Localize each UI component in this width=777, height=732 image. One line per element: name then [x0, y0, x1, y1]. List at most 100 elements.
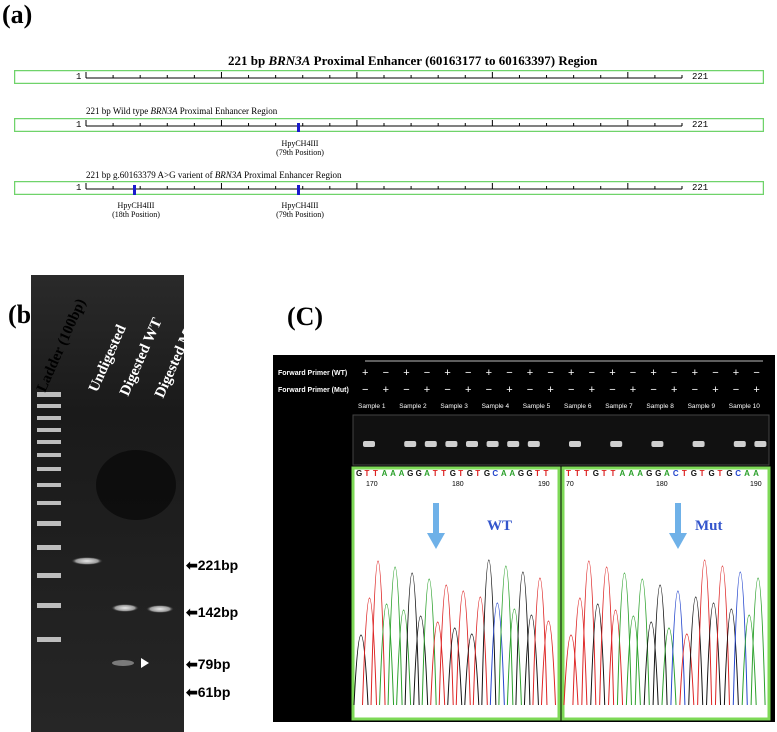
primer-wt-signs: + − + − + − + − + − + − + − + − + − + − — [362, 367, 772, 379]
primer-sign: − — [712, 367, 719, 379]
base-call: G — [449, 469, 456, 478]
primer-sign: − — [382, 367, 390, 379]
base-call: T — [717, 469, 723, 478]
panel-c-graphics — [351, 360, 771, 721]
primer-sign: + — [403, 367, 410, 379]
marker-221bp: ⬅221bp — [186, 557, 239, 573]
primer-sign: + — [732, 367, 740, 379]
wt-site-79-label: HpyCH4III (79th Position) — [276, 139, 324, 157]
wt-hpych4iii-site-79 — [297, 123, 300, 132]
chromatogram-peak — [362, 597, 378, 706]
primer-sign: − — [526, 384, 534, 396]
chromatogram-peak — [404, 572, 420, 706]
base-call: T — [566, 469, 571, 478]
sample-label: Sample 8 — [646, 403, 674, 410]
base-call: A — [664, 469, 670, 478]
base-call: T — [432, 469, 438, 478]
primer-sign: + — [691, 367, 699, 379]
base-call: T — [601, 469, 607, 478]
base-call: C — [735, 469, 742, 478]
chromatogram-peak — [370, 560, 386, 706]
as-pcr-band — [466, 441, 478, 447]
chromatogram-peak — [590, 603, 606, 706]
base-call: T — [574, 469, 580, 478]
mut-hpych4iii-site-79 — [297, 185, 300, 195]
base-call: A — [637, 469, 644, 478]
base-call: C — [672, 469, 679, 478]
wt-snp-arrow — [427, 503, 445, 549]
as-pcr-band — [610, 441, 623, 447]
primer-sign: + — [629, 384, 637, 396]
chromatogram-peak — [723, 608, 739, 706]
base-call: T — [373, 469, 378, 478]
as-pcr-band — [445, 441, 458, 447]
base-call: G — [407, 469, 414, 478]
variant-track-title: 221 bp g.60163379 A>G varient of BRN3A P… — [86, 170, 342, 180]
gel-image — [31, 275, 184, 732]
base-call: C — [492, 469, 499, 478]
mut-142bp-band — [146, 605, 174, 613]
base-call: G — [466, 469, 474, 478]
primer-sign: − — [609, 384, 616, 396]
marker-61bp: ⬅61bp — [186, 684, 231, 700]
variant-ruler — [14, 181, 764, 195]
primer-sign: − — [362, 384, 369, 396]
wild-type-ruler — [14, 118, 764, 132]
primer-sign: + — [547, 384, 554, 396]
chromatogram-peak — [741, 614, 757, 706]
primer-sign: + — [568, 367, 575, 379]
primer-sign: − — [671, 367, 678, 379]
primer-sign: + — [444, 367, 451, 379]
track2-end: 221 — [692, 120, 709, 130]
chromatogram-peak — [661, 627, 677, 706]
chromatogram-peak — [515, 571, 531, 706]
wt-position-ticks: 170 180 190 — [366, 481, 550, 488]
base-call: A — [619, 469, 626, 478]
wt-142bp-band — [111, 604, 139, 612]
as-pcr-band — [651, 441, 664, 447]
chromatogram-peak — [750, 577, 766, 706]
gel-bands — [31, 275, 184, 732]
primer-wt-label: Forward Primer (WT) — [278, 370, 348, 377]
primer-sign: − — [629, 367, 637, 379]
chromatogram-peak — [421, 578, 437, 706]
primer-sign: − — [691, 384, 699, 396]
primer-sign: + — [526, 367, 534, 379]
primer-sign: − — [753, 367, 760, 379]
primer-sign: + — [382, 384, 390, 396]
base-call: A — [381, 469, 388, 478]
mut-snp-arrow — [669, 503, 687, 549]
base-call: A — [744, 469, 750, 478]
primer-sign: − — [465, 367, 472, 379]
wt-label: WT — [487, 518, 513, 534]
marker-142bp: ⬅142bp — [186, 604, 239, 620]
primer-sign: + — [485, 367, 493, 379]
primer-sign: − — [568, 384, 575, 396]
as-pcr-band — [569, 441, 581, 447]
base-call: A — [628, 469, 635, 478]
sample-labels: Sample 1 Sample 2 Sample 3 Sample 4 Sample 5… — [358, 403, 772, 413]
chromatogram-peak — [679, 633, 695, 706]
panel-c-figure — [273, 355, 775, 722]
wt-chromatogram-box — [351, 466, 561, 721]
sample-label: Sample 9 — [687, 403, 716, 410]
base-call: T — [610, 469, 616, 478]
base-call: G — [690, 469, 697, 478]
chromatogram-peak — [413, 615, 429, 706]
wt-79bp-band — [112, 660, 134, 666]
ladder-lane — [37, 392, 61, 642]
chromatogram-peak — [706, 602, 722, 706]
sample-label: Sample 2 — [399, 403, 427, 410]
sample-label: Sample 1 — [358, 403, 386, 410]
track2-start: 1 — [76, 120, 82, 130]
chromatogram-peak — [438, 584, 454, 706]
panel-a-label: (a) — [2, 0, 33, 29]
base-call: T — [458, 469, 464, 478]
primer-sign: − — [650, 384, 657, 396]
base-call: T — [583, 469, 589, 478]
chromatogram-peak — [430, 621, 446, 706]
as-pcr-band — [507, 441, 520, 447]
chromatogram-peak — [608, 609, 624, 706]
base-call: A — [500, 469, 507, 478]
chromatogram-peak — [498, 565, 514, 706]
